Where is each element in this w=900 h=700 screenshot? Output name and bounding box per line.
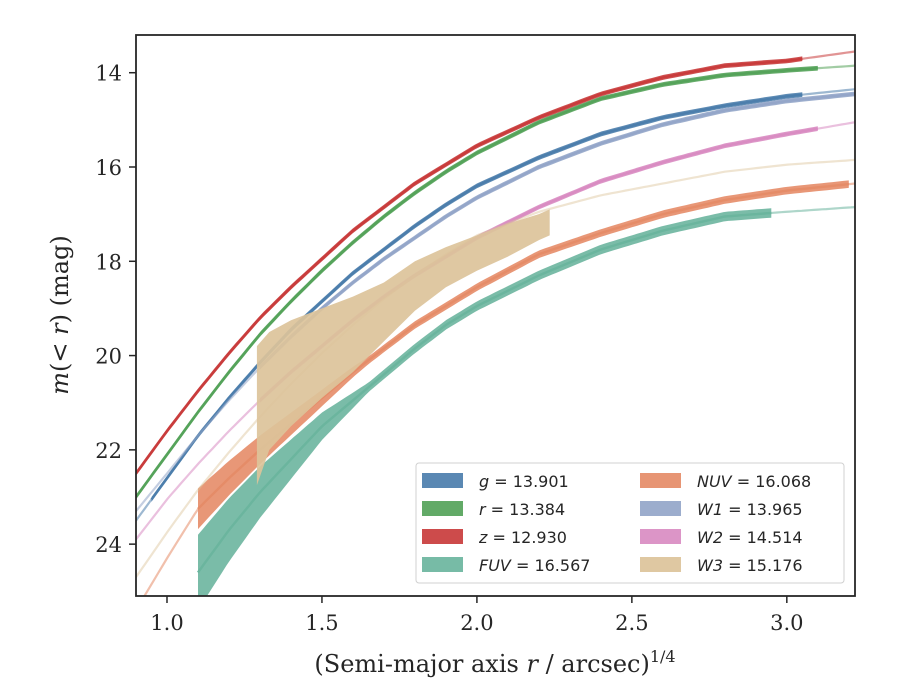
series-line — [136, 67, 818, 498]
legend-item-w2: W2 = 14.514 — [640, 528, 803, 547]
series-z — [136, 50, 855, 476]
series-layer — [136, 50, 855, 596]
y-tick-label: 20 — [95, 345, 122, 369]
legend-label: FUV = 16.567 — [479, 556, 590, 575]
legend-swatch — [422, 557, 463, 572]
x-axis-label: (Semi-major axis r / arcsec)1/4 — [314, 647, 675, 678]
legend-label: r = 13.384 — [479, 500, 565, 519]
legend-item-w1: W1 = 13.965 — [640, 500, 803, 519]
y-tick-label: 22 — [95, 439, 122, 463]
series-line — [259, 92, 855, 369]
series-line-faint — [136, 158, 855, 578]
legend-swatch — [422, 473, 463, 488]
legend-swatch — [640, 501, 681, 516]
series-r — [136, 64, 855, 500]
legend-swatch — [640, 529, 681, 544]
series-line — [197, 211, 772, 574]
legend-item-nuv: NUV = 16.068 — [640, 472, 811, 491]
series-line — [136, 57, 803, 475]
legend-swatch — [640, 557, 681, 572]
legend-item-g: g = 13.901 — [422, 472, 569, 491]
series-w3 — [136, 158, 855, 578]
y-tick-label: 18 — [95, 250, 122, 274]
x-tick-label: 3.0 — [770, 611, 803, 635]
legend-label: NUV = 16.068 — [697, 472, 811, 491]
legend-swatch — [422, 529, 463, 544]
legend-item-r: r = 13.384 — [422, 500, 565, 519]
plot-frame — [135, 34, 856, 597]
x-axis: 1.0 1.5 2.0 2.5 3.0 — [150, 596, 804, 635]
legend-item-z: z = 12.930 — [422, 528, 567, 547]
legend-label: W3 = 15.176 — [697, 556, 803, 575]
legend-swatch — [422, 501, 463, 516]
y-axis-label: m(< r) (mag) — [46, 235, 74, 395]
y-tick-label: 14 — [95, 62, 122, 86]
x-tick-label: 1.0 — [150, 611, 183, 635]
legend-label: z = 12.930 — [478, 528, 567, 547]
legend-swatch — [640, 473, 681, 488]
legend-item-fuv: FUV = 16.567 — [422, 556, 590, 575]
x-tick-label: 2.5 — [615, 611, 648, 635]
series-w1 — [136, 91, 855, 512]
legend-item-w3: W3 = 15.176 — [640, 556, 803, 575]
legend-label: W2 = 14.514 — [697, 528, 803, 547]
legend-frame — [415, 462, 845, 584]
series-band — [256, 209, 550, 486]
y-tick-label: 24 — [95, 533, 122, 557]
x-tick-label: 2.0 — [460, 611, 493, 635]
y-axis: 14 16 18 20 22 24 — [95, 62, 136, 557]
legend: g = 13.901 r = 13.384 z = 12.930 FUV = 16.5… — [415, 462, 845, 584]
series-fuv — [197, 206, 855, 596]
legend-label: g = 13.901 — [479, 472, 569, 491]
y-tick-label: 16 — [95, 156, 122, 180]
legend-label: W1 = 13.965 — [697, 500, 803, 519]
x-tick-label: 1.5 — [305, 611, 338, 635]
